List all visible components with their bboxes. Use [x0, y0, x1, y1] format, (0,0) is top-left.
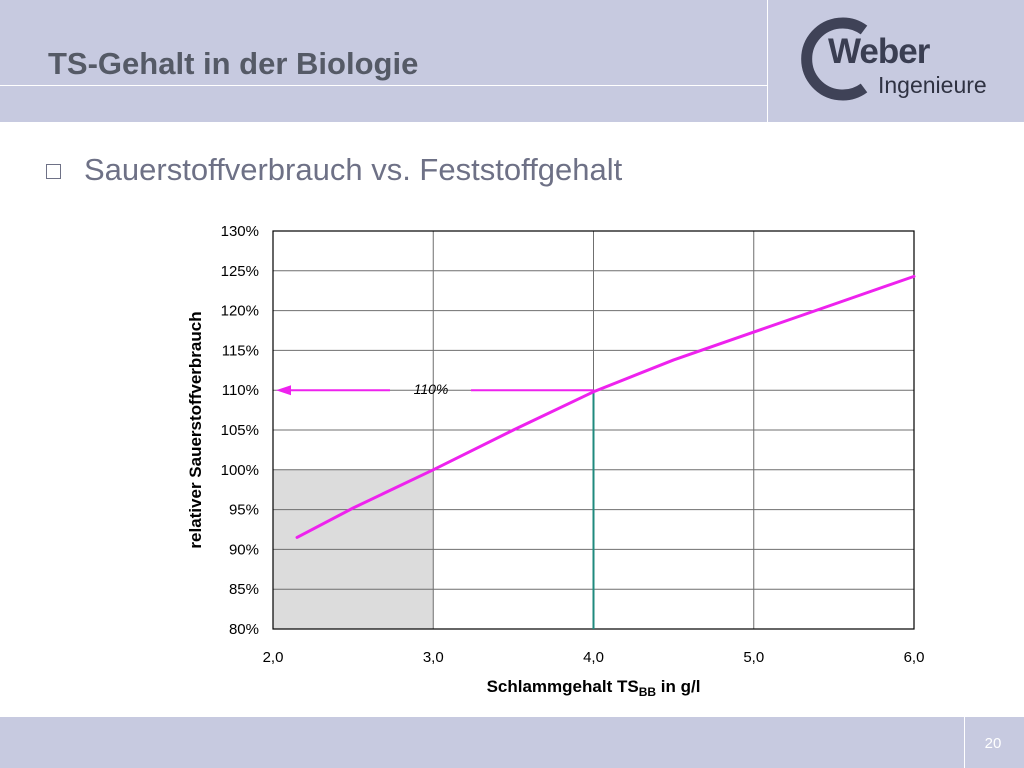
x-axis-label-subscript: BB	[639, 685, 657, 699]
annotation-label: 110%	[414, 381, 449, 397]
y-tick-label: 80%	[229, 621, 259, 638]
x-tick-label: 6,0	[904, 649, 925, 666]
header-divider	[0, 85, 768, 86]
logo-main-text: Weber	[828, 32, 930, 71]
y-tick-label: 110%	[222, 382, 259, 399]
y-tick-label: 90%	[229, 541, 259, 558]
logo-sub-text: Ingenieure	[878, 72, 987, 98]
chart: 80% 85% 90% 95% 100% 105% 110% 115% 120% 125% 130%…	[186, 223, 925, 699]
y-tick-label: 85%	[229, 581, 259, 598]
page-number: 20	[984, 735, 1002, 752]
y-tick-label: 105%	[221, 422, 259, 439]
x-axis-label-tail: in g/l	[656, 677, 700, 696]
x-tick-label: 3,0	[423, 649, 444, 666]
logo-ring-icon	[801, 17, 868, 101]
y-tick-label: 115%	[222, 342, 259, 359]
y-axis-label: relativer Sauerstoffverbrauch	[186, 311, 205, 548]
x-axis-label: Schlammgehalt TSBB in g/l	[487, 677, 701, 699]
y-tick-label: 125%	[221, 263, 259, 280]
header-vertical-divider	[767, 0, 768, 122]
arrow-head	[276, 385, 291, 396]
bullet-text: Sauerstoffverbrauch vs. Feststoffgehalt	[84, 152, 623, 187]
x-tick-label: 5,0	[743, 649, 764, 666]
y-tick-label: 100%	[221, 462, 259, 479]
header-band: TS-Gehalt in der Biologie Weber Ingenieu…	[0, 0, 1024, 122]
slide-title: TS-Gehalt in der Biologie	[48, 46, 419, 81]
footer-divider	[964, 717, 965, 768]
weber-logo: Weber Ingenieure	[786, 10, 1006, 105]
x-axis-label-main: Schlammgehalt TS	[487, 677, 639, 696]
series-line	[295, 274, 916, 539]
y-tick-label: 120%	[221, 303, 259, 320]
y-tick-label: 95%	[229, 502, 259, 519]
bullet-square-icon	[46, 164, 61, 179]
x-tick-label: 2,0	[263, 649, 284, 666]
y-tick-label: 130%	[221, 223, 259, 240]
footer-band: 20	[0, 717, 1024, 768]
x-tick-label: 4,0	[583, 649, 604, 666]
